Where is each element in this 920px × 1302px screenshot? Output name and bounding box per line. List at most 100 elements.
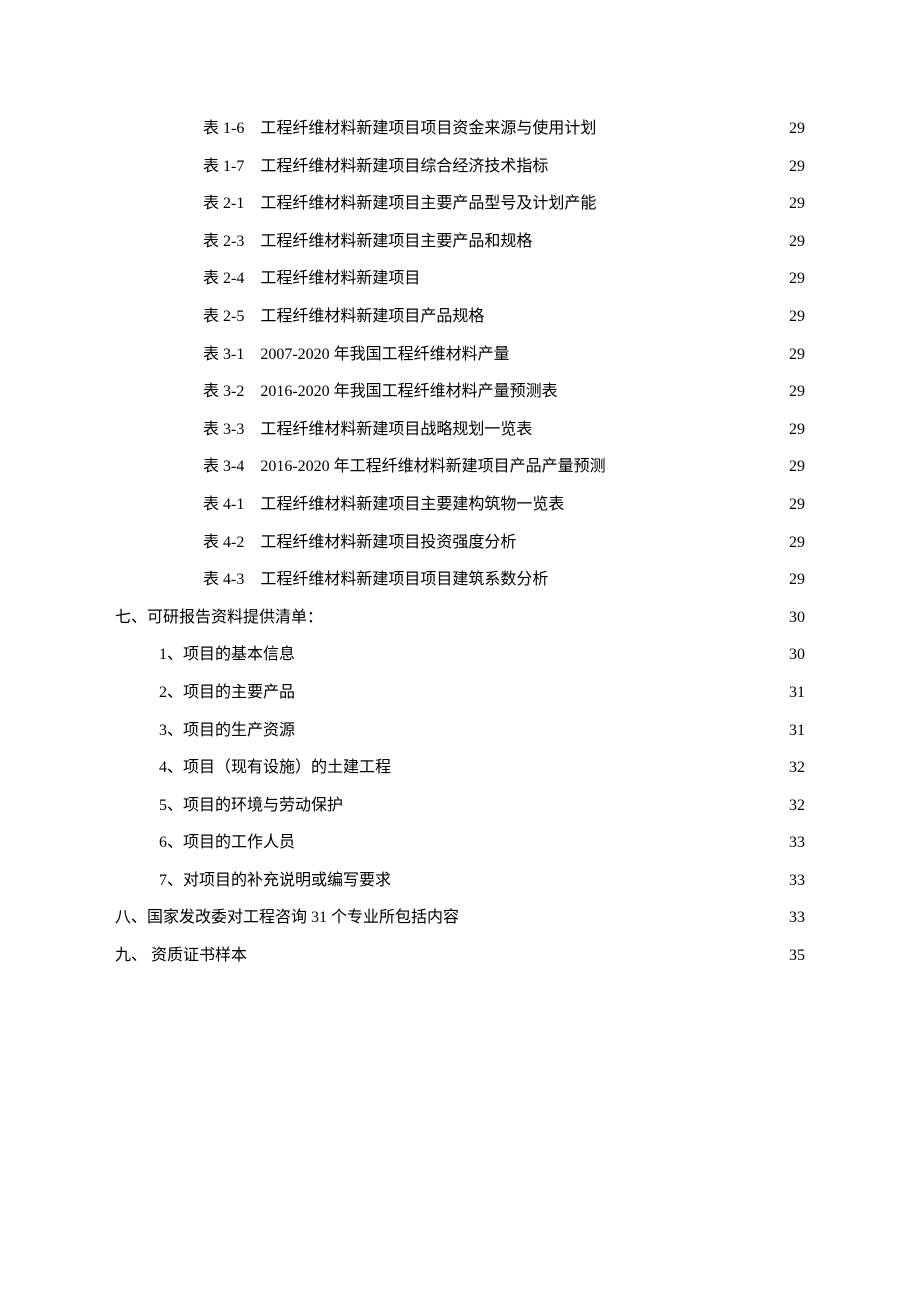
toc-entry: 表 2-5 工程纤维材料新建项目产品规格 29 bbox=[115, 298, 805, 336]
page-number: 33 bbox=[787, 824, 805, 862]
page-number: 29 bbox=[787, 561, 805, 599]
page-number: 29 bbox=[787, 260, 805, 298]
toc-title: 2016-2020 年我国工程纤维材料产量预测表 bbox=[260, 373, 557, 411]
table-label: 表 1-7 bbox=[203, 148, 244, 186]
table-label: 表 2-5 bbox=[203, 298, 244, 336]
toc-title: 七、可研报告资料提供清单： bbox=[115, 599, 323, 637]
leader-dots bbox=[343, 794, 787, 810]
leader-dots bbox=[532, 418, 787, 434]
page-number: 35 bbox=[787, 937, 805, 975]
toc-title: 工程纤维材料新建项目主要产品和规格 bbox=[260, 223, 532, 261]
page-number: 29 bbox=[787, 223, 805, 261]
toc-title: 2007-2020 年我国工程纤维材料产量 bbox=[260, 336, 509, 374]
page-number: 30 bbox=[787, 636, 805, 674]
toc-entry: 表 4-1 工程纤维材料新建项目主要建构筑物一览表 29 bbox=[115, 486, 805, 524]
page-number: 33 bbox=[787, 862, 805, 900]
table-label: 表 3-3 bbox=[203, 411, 244, 449]
leader-dots bbox=[558, 380, 787, 396]
page-number: 31 bbox=[787, 712, 805, 750]
table-label: 表 2-1 bbox=[203, 185, 244, 223]
toc-title: 工程纤维材料新建项目 bbox=[260, 260, 420, 298]
toc-title: 3、项目的生产资源 bbox=[159, 712, 295, 750]
toc-entry: 表 2-3 工程纤维材料新建项目主要产品和规格 29 bbox=[115, 223, 805, 261]
toc-entry: 表 3-1 2007-2020 年我国工程纤维材料产量 29 bbox=[115, 336, 805, 374]
page-number: 29 bbox=[787, 411, 805, 449]
table-label: 表 3-4 bbox=[203, 448, 244, 486]
leader-dots bbox=[295, 643, 787, 659]
toc-title: 工程纤维材料新建项目项目资金来源与使用计划 bbox=[260, 110, 596, 148]
page-number: 29 bbox=[787, 448, 805, 486]
leader-dots bbox=[295, 831, 787, 847]
leader-dots bbox=[510, 343, 787, 359]
table-of-contents: 表 1-6 工程纤维材料新建项目项目资金来源与使用计划 29 表 1-7 工程纤维材料新… bbox=[115, 110, 805, 975]
toc-title: 八、国家发改委对工程咨询 31 个专业所包括内容 bbox=[115, 899, 459, 937]
toc-entry: 表 1-7 工程纤维材料新建项目综合经济技术指标 29 bbox=[115, 148, 805, 186]
toc-entry: 表 3-22016-2020 年我国工程纤维材料产量预测表 29 bbox=[115, 373, 805, 411]
toc-title: 2、项目的主要产品 bbox=[159, 674, 295, 712]
leader-dots bbox=[295, 719, 787, 735]
table-label: 表 1-6 bbox=[203, 110, 244, 148]
toc-title: 工程纤维材料新建项目战略规划一览表 bbox=[260, 411, 532, 449]
table-label: 表 4-2 bbox=[203, 524, 244, 562]
toc-title: 工程纤维材料新建项目综合经济技术指标 bbox=[260, 148, 548, 186]
toc-title: 7、对项目的补充说明或编写要求 bbox=[159, 862, 391, 900]
toc-entry: 表 2-4 工程纤维材料新建项目 29 bbox=[115, 260, 805, 298]
toc-entry: 表 3-3 工程纤维材料新建项目战略规划一览表 29 bbox=[115, 411, 805, 449]
page-number: 31 bbox=[787, 674, 805, 712]
leader-dots bbox=[295, 681, 787, 697]
leader-dots bbox=[548, 568, 787, 584]
page-number: 29 bbox=[787, 298, 805, 336]
leader-dots bbox=[484, 305, 787, 321]
table-label: 表 2-3 bbox=[203, 223, 244, 261]
page-number: 29 bbox=[787, 336, 805, 374]
toc-entry: 2、项目的主要产品 31 bbox=[115, 674, 805, 712]
page-number: 33 bbox=[787, 899, 805, 937]
toc-entry: 八、国家发改委对工程咨询 31 个专业所包括内容 33 bbox=[115, 899, 805, 937]
page-number: 29 bbox=[787, 486, 805, 524]
toc-title: 5、项目的环境与劳动保护 bbox=[159, 787, 343, 825]
leader-dots bbox=[596, 192, 787, 208]
page-number: 29 bbox=[787, 524, 805, 562]
toc-title: 工程纤维材料新建项目投资强度分析 bbox=[260, 524, 516, 562]
leader-dots bbox=[606, 455, 787, 471]
toc-entry: 6、项目的工作人员 33 bbox=[115, 824, 805, 862]
toc-entry: 3、项目的生产资源 31 bbox=[115, 712, 805, 750]
toc-entry: 七、可研报告资料提供清单： 30 bbox=[115, 599, 805, 637]
table-label: 表 4-1 bbox=[203, 486, 244, 524]
table-label: 表 2-4 bbox=[203, 260, 244, 298]
toc-title: 4、项目（现有设施）的土建工程 bbox=[159, 749, 391, 787]
toc-entry: 表 1-6 工程纤维材料新建项目项目资金来源与使用计划 29 bbox=[115, 110, 805, 148]
leader-dots bbox=[323, 606, 787, 622]
page-number: 29 bbox=[787, 373, 805, 411]
table-label: 表 3-1 bbox=[203, 336, 244, 374]
leader-dots bbox=[420, 267, 787, 283]
toc-title: 1、项目的基本信息 bbox=[159, 636, 295, 674]
toc-title: 九、 资质证书样本 bbox=[115, 937, 247, 975]
leader-dots bbox=[532, 230, 787, 246]
page-number: 29 bbox=[787, 110, 805, 148]
toc-entry: 表 4-3 工程纤维材料新建项目项目建筑系数分析 29 bbox=[115, 561, 805, 599]
page-number: 29 bbox=[787, 148, 805, 186]
toc-title: 工程纤维材料新建项目项目建筑系数分析 bbox=[260, 561, 548, 599]
leader-dots bbox=[247, 944, 787, 960]
toc-entry: 7、对项目的补充说明或编写要求 33 bbox=[115, 862, 805, 900]
page-number: 32 bbox=[787, 749, 805, 787]
toc-entry: 表 2-1 工程纤维材料新建项目主要产品型号及计划产能 29 bbox=[115, 185, 805, 223]
toc-entry: 5、项目的环境与劳动保护 32 bbox=[115, 787, 805, 825]
toc-title: 工程纤维材料新建项目主要建构筑物一览表 bbox=[260, 486, 564, 524]
page-number: 29 bbox=[787, 185, 805, 223]
page-number: 30 bbox=[787, 599, 805, 637]
toc-title: 2016-2020 年工程纤维材料新建项目产品产量预测 bbox=[260, 448, 605, 486]
leader-dots bbox=[459, 906, 787, 922]
leader-dots bbox=[564, 493, 787, 509]
leader-dots bbox=[391, 869, 787, 885]
page-number: 32 bbox=[787, 787, 805, 825]
toc-title: 工程纤维材料新建项目产品规格 bbox=[260, 298, 484, 336]
leader-dots bbox=[516, 531, 787, 547]
toc-entry: 表 4-2 工程纤维材料新建项目投资强度分析 29 bbox=[115, 524, 805, 562]
toc-title: 工程纤维材料新建项目主要产品型号及计划产能 bbox=[260, 185, 596, 223]
table-label: 表 4-3 bbox=[203, 561, 244, 599]
toc-title: 6、项目的工作人员 bbox=[159, 824, 295, 862]
toc-entry: 1、项目的基本信息 30 bbox=[115, 636, 805, 674]
leader-dots bbox=[548, 155, 787, 171]
